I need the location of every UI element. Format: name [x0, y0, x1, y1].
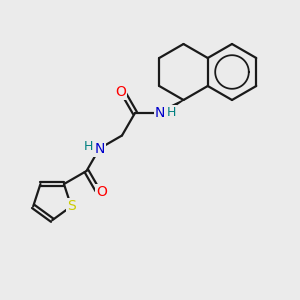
Text: O: O: [96, 185, 107, 199]
Polygon shape: [160, 100, 184, 115]
Text: H: H: [166, 106, 176, 118]
Text: S: S: [67, 200, 76, 213]
Text: H: H: [84, 140, 93, 153]
Text: N: N: [94, 142, 105, 155]
Text: O: O: [116, 85, 126, 99]
Text: N: N: [155, 106, 165, 120]
